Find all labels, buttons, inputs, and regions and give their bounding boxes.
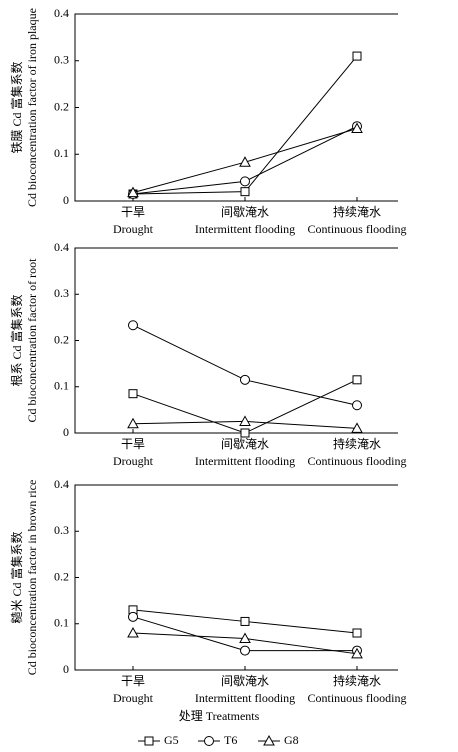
x-tick-label-en: Drought: [113, 454, 154, 468]
x-axis-label: 处理 Treatments: [179, 709, 260, 723]
data-point: [239, 415, 251, 426]
x-tick-label: 间歇淹水: [221, 674, 269, 688]
y-tick-label: 0.4: [54, 6, 69, 20]
axis-frame: [74, 484, 398, 671]
data-point: [127, 626, 139, 638]
data-point: [352, 628, 362, 638]
data-point: [352, 51, 362, 61]
legend-label: G8: [284, 733, 299, 747]
y-axis-label: Cd bioconcentration factor in brown rice: [25, 480, 39, 676]
x-tick-label: 间歇淹水: [221, 205, 269, 219]
y-tick-label: 0.1: [54, 616, 69, 630]
data-point: [240, 645, 250, 656]
x-tick-label: 干旱: [121, 437, 145, 451]
data-point: [351, 422, 363, 433]
x-tick-label-en: Drought: [113, 691, 154, 705]
x-tick-label: 干旱: [121, 205, 145, 219]
axis-frame: [74, 13, 398, 202]
legend-marker: [204, 736, 214, 746]
data-point: [240, 616, 250, 626]
data-point: [240, 187, 250, 197]
y-axis-label: Cd bioconcentration factor of root: [25, 258, 39, 423]
x-tick-label-en: Continuous flooding: [307, 454, 406, 468]
legend-label: G5: [164, 733, 179, 747]
y-tick-label: 0: [63, 425, 69, 439]
series-line: [132, 324, 358, 406]
y-axis-label: 糙米 Cd 富集系数: [9, 531, 24, 623]
x-tick-label-en: Continuous flooding: [307, 222, 406, 236]
data-point: [239, 156, 251, 167]
data-point: [240, 176, 250, 187]
y-tick-label: 0.3: [54, 523, 69, 537]
y-tick-label: 0.2: [54, 99, 69, 113]
x-tick-label-en: Drought: [113, 222, 154, 236]
data-point: [127, 186, 139, 198]
x-tick-label: 干旱: [121, 674, 145, 688]
x-tick-label-en: Continuous flooding: [307, 691, 406, 705]
x-tick-label-en: Intermittent flooding: [195, 691, 295, 705]
axis-frame: [74, 247, 398, 434]
x-tick-label: 持续淹水: [333, 436, 381, 451]
x-tick-label: 持续淹水: [333, 673, 381, 688]
y-tick-label: 0.4: [54, 477, 69, 491]
legend-marker: [144, 736, 154, 746]
data-point: [351, 647, 363, 659]
data-point: [239, 632, 251, 644]
y-axis-label: Cd bioconcentration factor of iron plaqu…: [25, 8, 39, 207]
data-point: [128, 320, 138, 331]
x-tick-label-en: Intermittent flooding: [195, 454, 295, 468]
data-point: [352, 375, 362, 385]
data-point: [351, 122, 363, 134]
y-tick-label: 0.2: [54, 332, 69, 346]
y-axis-label: 铁膜 Cd 富集系数: [9, 61, 24, 153]
x-tick-label: 间歇淹水: [221, 437, 269, 451]
legend-label: T6: [224, 733, 237, 747]
data-point: [352, 400, 362, 411]
data-point: [240, 428, 250, 438]
y-tick-label: 0: [63, 193, 69, 207]
y-tick-label: 0: [63, 662, 69, 676]
series-line: [132, 55, 358, 195]
y-tick-label: 0.4: [54, 240, 69, 254]
x-tick-label: 持续淹水: [333, 204, 381, 219]
x-tick-label-en: Intermittent flooding: [195, 222, 295, 236]
y-tick-label: 0.1: [54, 146, 69, 160]
y-tick-label: 0.3: [54, 286, 69, 300]
data-point: [128, 389, 138, 399]
y-axis-label: 根系 Cd 富集系数: [9, 294, 24, 386]
legend-marker: [263, 734, 275, 746]
y-tick-label: 0.2: [54, 569, 69, 583]
data-point: [128, 611, 138, 622]
data-point: [240, 374, 250, 385]
y-tick-label: 0.3: [54, 53, 69, 67]
data-point: [127, 417, 139, 429]
y-tick-label: 0.1: [54, 379, 69, 393]
